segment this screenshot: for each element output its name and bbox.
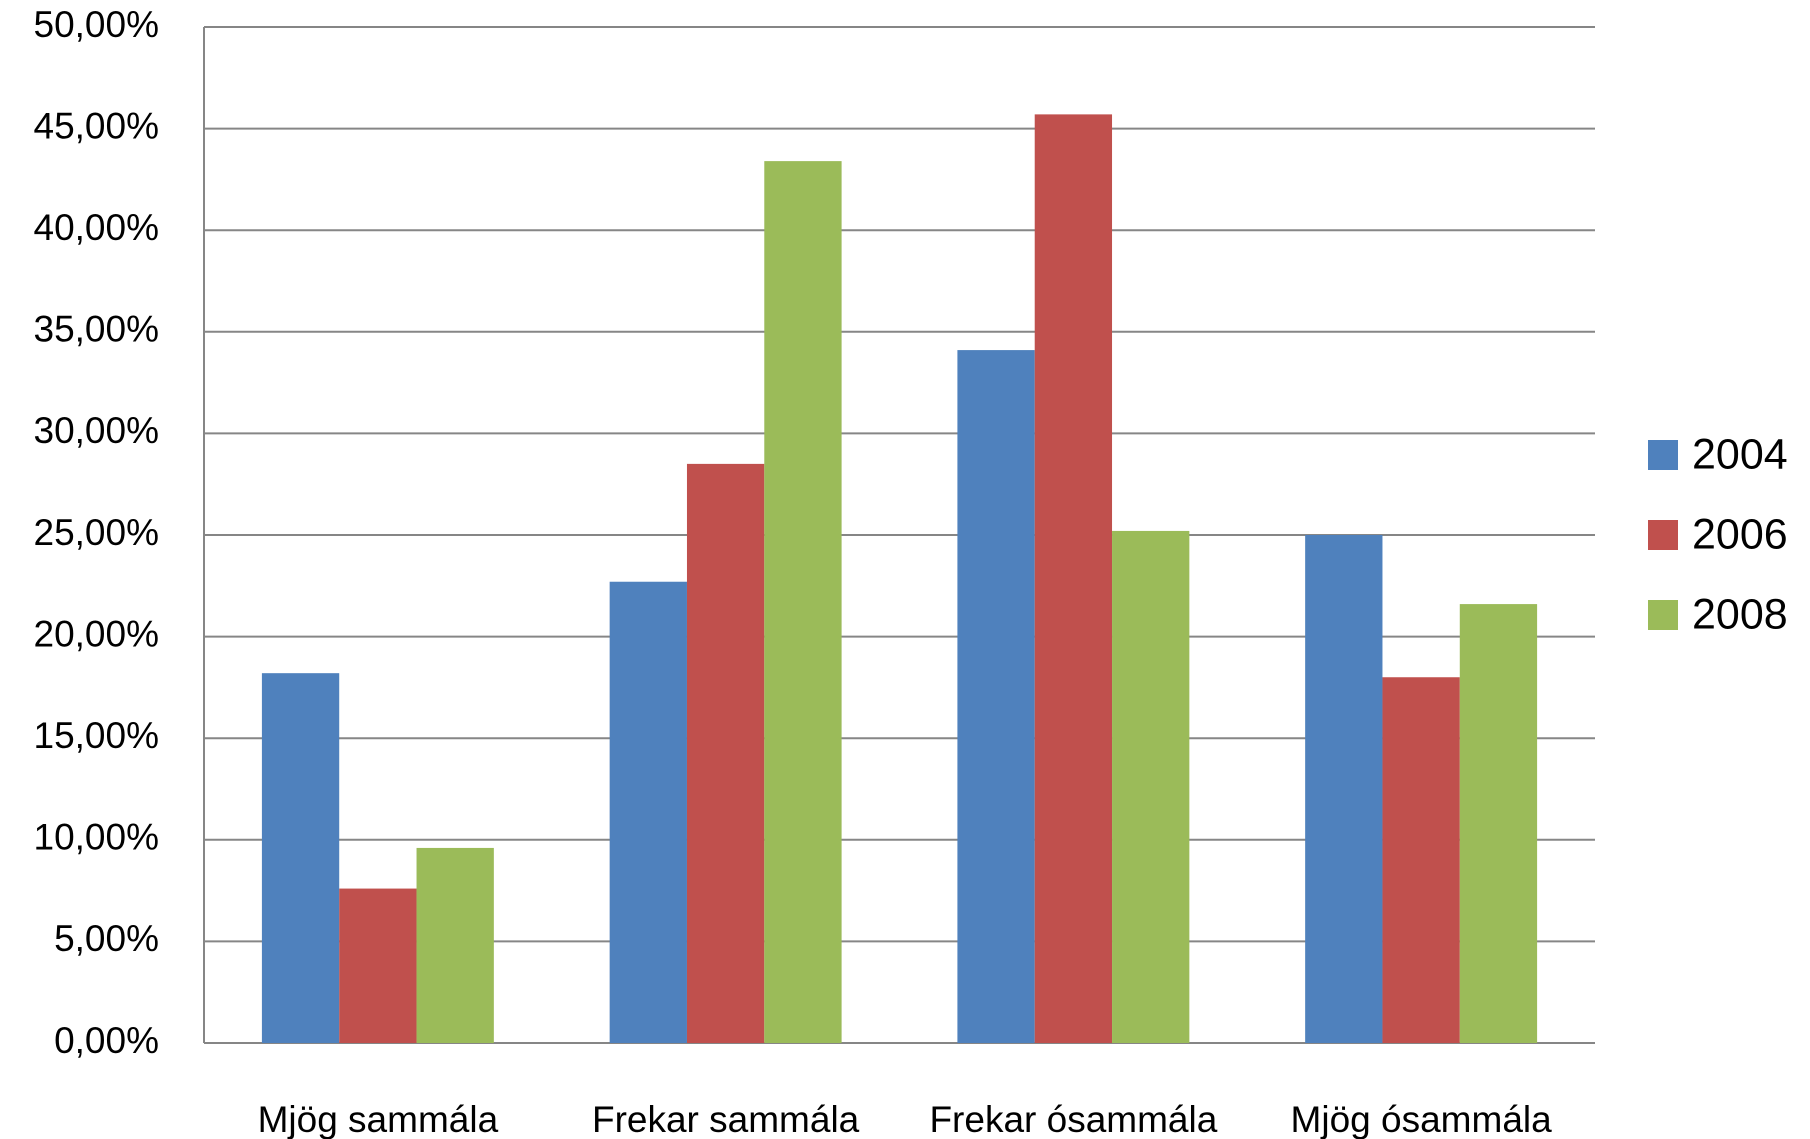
bar (764, 161, 842, 1043)
y-tick-label: 15,00% (34, 715, 160, 756)
legend-label: 2004 (1692, 430, 1788, 478)
legend-swatch (1648, 440, 1678, 470)
bar (957, 350, 1035, 1043)
bar (1459, 604, 1538, 1043)
y-tick-label: 5,00% (54, 918, 159, 959)
legend-swatch (1648, 520, 1678, 550)
legend-swatch (1648, 600, 1678, 630)
bar (339, 888, 417, 1043)
legend-label: 2006 (1692, 510, 1788, 558)
y-tick-label: 40,00% (34, 207, 160, 248)
y-tick-label: 50,00% (34, 4, 160, 45)
y-tick-label: 35,00% (34, 309, 160, 350)
bar (1382, 677, 1460, 1043)
bar (1034, 114, 1113, 1044)
x-tick-label: Frekar sammála (592, 1099, 860, 1139)
y-tick-label: 25,00% (34, 512, 160, 553)
bar (1305, 535, 1383, 1043)
y-tick-label: 0,00% (54, 1020, 159, 1061)
bar (686, 463, 765, 1043)
bar (1112, 530, 1190, 1043)
y-tick-label: 30,00% (34, 410, 160, 451)
x-tick-label: Mjög sammála (258, 1099, 499, 1139)
bar (416, 847, 494, 1043)
bar (261, 673, 340, 1043)
y-tick-label: 20,00% (34, 613, 160, 654)
x-tick-label: Mjög ósammála (1291, 1099, 1553, 1139)
x-tick-label: Frekar ósammála (929, 1099, 1217, 1139)
legend-label: 2008 (1692, 590, 1788, 638)
y-tick-label: 10,00% (34, 817, 160, 858)
y-tick-label: 45,00% (34, 105, 160, 146)
bar (609, 581, 687, 1043)
